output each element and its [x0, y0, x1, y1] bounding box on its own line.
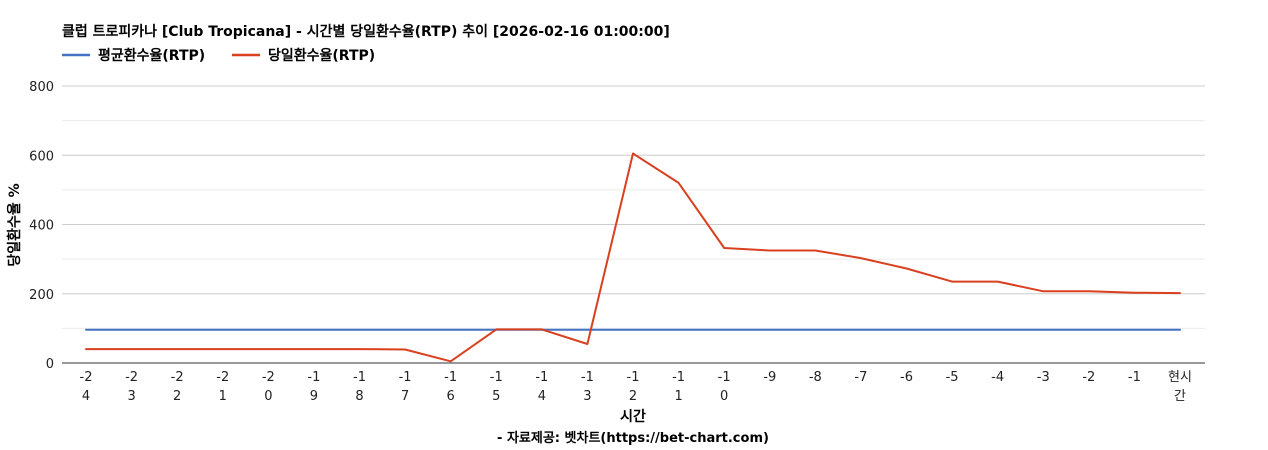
x-tick-label: -1 6: [444, 370, 457, 404]
x-tick-label: -9: [763, 370, 776, 385]
x-tick-label: -1 5: [490, 370, 503, 404]
x-tick-label: -2 2: [171, 370, 184, 404]
x-tick-label: -1 1: [672, 370, 685, 404]
x-tick-label: -8: [809, 370, 822, 385]
x-tick-label: -1 7: [399, 370, 412, 404]
x-tick-label: -1 9: [307, 370, 320, 404]
x-tick-label: -3: [1037, 370, 1050, 385]
x-axis-title: 시간: [620, 408, 646, 425]
y-tick-label: 400: [29, 219, 54, 234]
chart-title: 클럽 트로피카나 [Club Tropicana] - 시간별 당일환수율(RT…: [62, 23, 670, 40]
y-tick-label: 200: [29, 288, 54, 303]
x-tick-label: -2 1: [216, 370, 229, 404]
y-tick-label: 800: [29, 80, 54, 95]
series-line-1: [85, 152, 1181, 363]
x-tick-label: -6: [900, 370, 913, 385]
x-tick-label: -2 3: [125, 370, 138, 404]
x-tick-label: -5: [946, 370, 959, 385]
x-tick-label: -2 0: [262, 370, 275, 404]
legend-label-0: 평균환수율(RTP): [98, 47, 205, 64]
x-tick-label: -1 0: [718, 370, 731, 404]
x-tick-label: -1 2: [627, 370, 640, 404]
x-tick-label: -1 8: [353, 370, 366, 404]
y-tick-label: 0: [46, 357, 54, 372]
x-tick-label: 현시 간: [1168, 370, 1192, 404]
x-tick-label: -2 4: [80, 370, 93, 404]
legend-label-1: 당일환수율(RTP): [268, 47, 375, 64]
legend: 평균환수율(RTP) 당일환수율(RTP): [62, 47, 375, 64]
y-tick-label: 600: [29, 149, 54, 164]
x-tick-label: -1: [1128, 370, 1141, 385]
y-axis-ticks: 0 200 400 600 800: [29, 80, 54, 372]
x-axis-ticks: -2 4 -2 3 -2 2 -2 1 -2 0 -1 9 -1 8 -1 7 -1 6 -1 5 -1 4 -1 3 -1 2 -…: [80, 370, 1192, 404]
source-credit: - 자료제공: 벳차트(https://bet-chart.com): [497, 430, 769, 446]
x-tick-label: -1 3: [581, 370, 594, 404]
series-lines: [85, 152, 1181, 363]
x-tick-label: -4: [991, 370, 1004, 385]
x-tick-label: -7: [854, 370, 867, 385]
x-tick-label: -2: [1082, 370, 1095, 385]
x-tick-label: -1 4: [535, 370, 548, 404]
gridlines: [62, 85, 1205, 364]
y-axis-title: 당일환수율 %: [6, 183, 23, 266]
